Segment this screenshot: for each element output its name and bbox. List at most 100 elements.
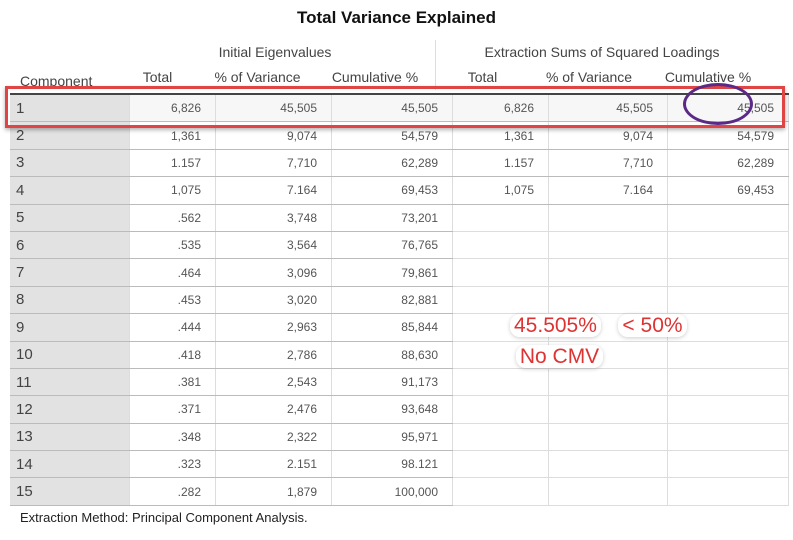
value-cell: 7.164 [215, 176, 332, 205]
value-cell [667, 450, 789, 479]
value-cell: .453 [129, 286, 216, 315]
value-cell: 88,630 [331, 341, 453, 369]
value-cell: 1,075 [452, 176, 549, 205]
component-cell: 11 [10, 368, 130, 397]
value-cell: 62,289 [331, 149, 453, 178]
value-cell: 7,710 [215, 149, 332, 178]
component-cell: 12 [10, 395, 130, 424]
col-header-ext-cumulative: Cumulative % [664, 69, 752, 85]
group-header-initial: Initial Eigenvalues [218, 44, 332, 60]
col-header-ext-pct-variance: % of Variance [545, 69, 633, 85]
value-cell: .381 [129, 368, 216, 397]
value-cell: 69,453 [331, 176, 453, 205]
table-row: 12.371 2,476 93,648 [10, 395, 789, 424]
table-row: 5.562 3,748 73,201 [10, 204, 789, 232]
value-cell [667, 423, 789, 452]
component-cell: 1 [10, 93, 130, 123]
value-cell [452, 368, 549, 397]
value-cell [667, 231, 789, 260]
table-row: 3 1.157 7,710 62,289 1.157 7,710 62,289 [10, 149, 789, 178]
value-cell: 45,505 [331, 93, 453, 123]
value-cell: 85,844 [331, 313, 453, 342]
value-cell [548, 423, 668, 452]
annotation-conclusion: No CMV [515, 345, 604, 368]
table-row: 9.444 2,963 85,844 [10, 313, 789, 342]
value-cell: 91,173 [331, 368, 453, 397]
value-cell: 2,963 [215, 313, 332, 342]
value-cell: 3,748 [215, 204, 332, 232]
value-cell: .535 [129, 231, 216, 260]
value-cell [548, 286, 668, 315]
value-cell: 7.164 [548, 176, 668, 205]
table-row: 6.535 3,564 76,765 [10, 231, 789, 260]
value-cell: 62,289 [667, 149, 789, 178]
table-title: Total Variance Explained [296, 8, 497, 27]
value-cell [548, 231, 668, 260]
value-cell: 98.121 [331, 450, 453, 479]
value-cell: 1.157 [129, 149, 216, 178]
value-cell [452, 450, 549, 479]
annotation-value: 45.505% [510, 314, 601, 337]
value-cell: 73,201 [331, 204, 453, 232]
table-row: 4 1,075 7.164 69,453 1,075 7.164 69,453 [10, 176, 789, 205]
value-cell: 2,543 [215, 368, 332, 397]
value-cell [548, 204, 668, 232]
value-cell [667, 477, 789, 506]
value-cell [667, 286, 789, 315]
value-cell: 79,861 [331, 258, 453, 287]
value-cell [667, 313, 789, 342]
value-cell: .282 [129, 477, 216, 506]
value-cell [667, 204, 789, 232]
variance-table: 1 6,826 45,505 45,505 6,826 45,505 45,505 2 1,36… [10, 93, 789, 506]
value-cell [452, 477, 549, 506]
component-cell: 10 [10, 341, 130, 369]
col-header-component: Component [20, 73, 93, 89]
value-cell [667, 368, 789, 397]
col-header-cumulative: Cumulative % [331, 69, 419, 85]
value-cell: 1,879 [215, 477, 332, 506]
value-cell: 2,476 [215, 395, 332, 424]
value-cell: 6,826 [452, 93, 549, 123]
component-cell: 6 [10, 231, 130, 260]
component-cell: 3 [10, 149, 130, 178]
component-cell: 14 [10, 450, 130, 479]
value-cell: .444 [129, 313, 216, 342]
value-cell [452, 231, 549, 260]
value-cell [548, 450, 668, 479]
col-header-ext-total: Total [467, 69, 498, 85]
divider [435, 40, 436, 90]
footer-note: Extraction Method: Principal Component A… [20, 510, 308, 525]
value-cell: .562 [129, 204, 216, 232]
value-cell: 2.151 [215, 450, 332, 479]
table-row: 15.282 1,879 100,000 [10, 477, 789, 506]
value-cell: 1,075 [129, 176, 216, 205]
component-cell: 5 [10, 204, 130, 232]
value-cell [548, 477, 668, 506]
col-header-pct-variance: % of Variance [214, 69, 301, 85]
value-cell: .323 [129, 450, 216, 479]
value-cell: 7,710 [548, 149, 668, 178]
component-cell: 7 [10, 258, 130, 287]
value-cell: 3,564 [215, 231, 332, 260]
value-cell [548, 258, 668, 287]
table-row: 1 6,826 45,505 45,505 6,826 45,505 45,505 [10, 93, 789, 123]
value-cell: .418 [129, 341, 216, 369]
value-cell: 1.157 [452, 149, 549, 178]
value-cell: 2,786 [215, 341, 332, 369]
value-cell: 2,322 [215, 423, 332, 452]
value-cell: 3,096 [215, 258, 332, 287]
value-cell [667, 395, 789, 424]
value-cell: 45,505 [548, 93, 668, 123]
value-cell: 95,971 [331, 423, 453, 452]
value-cell [452, 258, 549, 287]
value-cell [452, 286, 549, 315]
value-cell: 76,765 [331, 231, 453, 260]
value-cell [667, 341, 789, 369]
table-row: 14.323 2.151 98.121 [10, 450, 789, 479]
value-cell [452, 395, 549, 424]
value-cell [548, 395, 668, 424]
value-cell: .348 [129, 423, 216, 452]
highlight-circle [683, 83, 753, 125]
value-cell [667, 258, 789, 287]
value-cell: 3,020 [215, 286, 332, 315]
